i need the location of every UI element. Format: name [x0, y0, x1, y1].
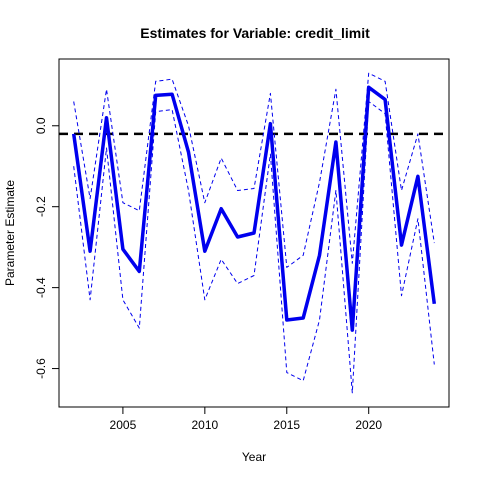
series-layer [59, 72, 449, 394]
x-tick-label: 2005 [110, 418, 137, 432]
y-tick-label: -0.6 [34, 358, 48, 379]
chart-title: Estimates for Variable: credit_limit [140, 25, 370, 41]
y-tick-label: -0.4 [34, 277, 48, 298]
x-axis-label: Year [242, 450, 266, 464]
y-axis-label: Parameter Estimate [3, 180, 17, 286]
series-line-upper [73, 72, 435, 268]
series-line-estimate [71, 85, 437, 332]
y-tick-label: 0.0 [34, 117, 48, 134]
series-line-lower [73, 101, 435, 394]
x-tick-label: 2010 [191, 418, 218, 432]
x-tick-label: 2015 [273, 418, 300, 432]
y-axis: 0.0 -0.2 -0.4 -0.6 [34, 117, 60, 379]
x-axis: 2005 2010 2015 2020 [110, 406, 382, 432]
x-tick-label: 2020 [355, 418, 382, 432]
y-tick-label: -0.2 [34, 196, 48, 217]
